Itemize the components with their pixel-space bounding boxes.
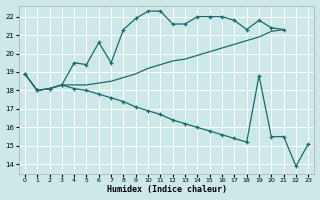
X-axis label: Humidex (Indice chaleur): Humidex (Indice chaleur) <box>107 185 227 194</box>
